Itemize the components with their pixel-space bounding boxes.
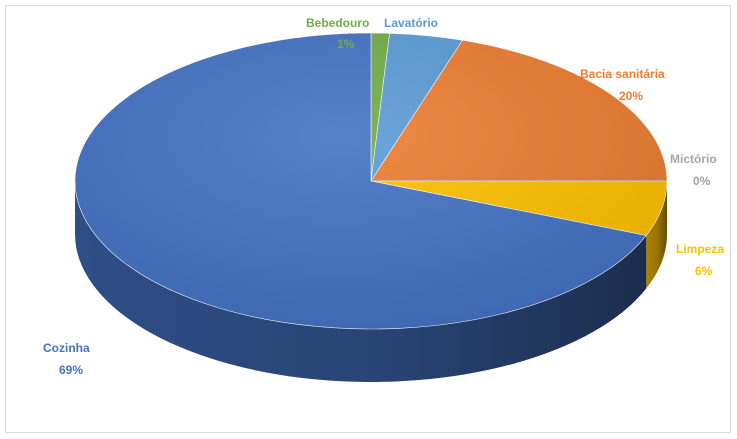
label-mictorio-value: 0% xyxy=(693,174,711,188)
chart-frame: Bebedouro 1% Lavatório 4% Bacia sanitári… xyxy=(5,5,731,433)
label-mictorio-name: Mictório xyxy=(670,152,717,166)
pie-chart xyxy=(74,32,668,383)
pie-side-shading-limpeza xyxy=(646,181,667,289)
label-lavatorio-value: 4% xyxy=(417,37,435,51)
label-bebedouro-value: 1% xyxy=(337,37,355,51)
label-cozinha-name: Cozinha xyxy=(43,341,90,355)
label-bacia-sanitaria-value: 20% xyxy=(619,89,644,103)
label-bebedouro-name: Bebedouro xyxy=(306,16,370,30)
label-bacia-sanitaria-name: Bacia sanitária xyxy=(580,67,665,81)
label-lavatorio-name: Lavatório xyxy=(384,16,439,30)
pie-side-shading-cozinha xyxy=(74,181,647,383)
label-cozinha-value: 69% xyxy=(59,363,84,377)
label-limpeza-value: 6% xyxy=(695,264,713,278)
pie-top-shading xyxy=(75,33,667,329)
label-limpeza-name: Limpeza xyxy=(676,242,725,256)
